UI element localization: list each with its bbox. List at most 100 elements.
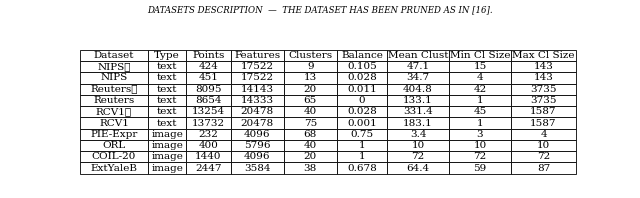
Text: 0.75: 0.75 bbox=[350, 130, 374, 139]
Bar bbox=[148, 72, 186, 84]
Bar bbox=[230, 106, 284, 117]
Text: 0.001: 0.001 bbox=[347, 119, 377, 128]
Text: 9: 9 bbox=[307, 62, 314, 71]
Bar bbox=[186, 50, 230, 61]
Bar bbox=[511, 140, 576, 151]
Text: 14143: 14143 bbox=[241, 85, 274, 94]
Bar bbox=[449, 95, 511, 106]
Bar bbox=[80, 117, 148, 129]
Bar bbox=[148, 84, 186, 95]
Text: 20478: 20478 bbox=[241, 119, 274, 128]
Text: text: text bbox=[157, 73, 177, 82]
Bar bbox=[186, 84, 230, 95]
Text: 34.7: 34.7 bbox=[406, 73, 429, 82]
Bar bbox=[80, 163, 148, 174]
Text: 20: 20 bbox=[303, 85, 317, 94]
Text: 4: 4 bbox=[477, 73, 483, 82]
Bar bbox=[186, 117, 230, 129]
Bar bbox=[284, 84, 337, 95]
Text: 451: 451 bbox=[198, 73, 218, 82]
Bar bbox=[511, 84, 576, 95]
Bar bbox=[230, 84, 284, 95]
Bar bbox=[80, 140, 148, 151]
Bar bbox=[337, 140, 387, 151]
Text: 331.4: 331.4 bbox=[403, 107, 433, 116]
Text: Clusters: Clusters bbox=[288, 51, 332, 60]
Text: 0.011: 0.011 bbox=[347, 85, 377, 94]
Bar bbox=[230, 117, 284, 129]
Bar bbox=[449, 117, 511, 129]
Text: image: image bbox=[151, 164, 183, 173]
Bar bbox=[337, 61, 387, 72]
Text: 42: 42 bbox=[474, 85, 486, 94]
Bar bbox=[449, 61, 511, 72]
Bar bbox=[337, 95, 387, 106]
Text: 183.1: 183.1 bbox=[403, 119, 433, 128]
Bar bbox=[186, 140, 230, 151]
Bar bbox=[230, 72, 284, 84]
Text: 72: 72 bbox=[474, 152, 486, 161]
Text: 15: 15 bbox=[474, 62, 486, 71]
Bar bbox=[449, 72, 511, 84]
Bar bbox=[284, 95, 337, 106]
Text: 1: 1 bbox=[477, 96, 483, 105]
Text: 1440: 1440 bbox=[195, 152, 221, 161]
Bar bbox=[337, 117, 387, 129]
Text: 14333: 14333 bbox=[241, 96, 274, 105]
Text: 10: 10 bbox=[474, 141, 486, 150]
Text: 64.4: 64.4 bbox=[406, 164, 429, 173]
Bar bbox=[186, 106, 230, 117]
Bar bbox=[186, 72, 230, 84]
Bar bbox=[80, 95, 148, 106]
Text: NIPS★: NIPS★ bbox=[97, 62, 131, 71]
Text: 20478: 20478 bbox=[241, 107, 274, 116]
Text: 38: 38 bbox=[303, 164, 317, 173]
Text: 40: 40 bbox=[303, 141, 317, 150]
Bar bbox=[186, 151, 230, 163]
Text: DATASETS DESCRIPTION  —  THE DATASET HAS BEEN PRUNED AS IN [16].: DATASETS DESCRIPTION — THE DATASET HAS B… bbox=[147, 5, 493, 14]
Text: 3735: 3735 bbox=[531, 96, 557, 105]
Text: 143: 143 bbox=[534, 73, 554, 82]
Bar bbox=[387, 50, 449, 61]
Text: text: text bbox=[157, 96, 177, 105]
Text: 3.4: 3.4 bbox=[410, 130, 426, 139]
Bar bbox=[511, 50, 576, 61]
Text: 0: 0 bbox=[358, 96, 365, 105]
Bar bbox=[449, 129, 511, 140]
Bar bbox=[284, 72, 337, 84]
Bar bbox=[186, 61, 230, 72]
Text: image: image bbox=[151, 141, 183, 150]
Bar bbox=[511, 151, 576, 163]
Bar bbox=[230, 129, 284, 140]
Bar bbox=[80, 129, 148, 140]
Bar bbox=[186, 95, 230, 106]
Text: 75: 75 bbox=[303, 119, 317, 128]
Bar bbox=[80, 50, 148, 61]
Bar bbox=[230, 163, 284, 174]
Text: Type: Type bbox=[154, 51, 180, 60]
Bar bbox=[148, 61, 186, 72]
Bar bbox=[284, 61, 337, 72]
Bar bbox=[387, 84, 449, 95]
Bar bbox=[387, 140, 449, 151]
Bar bbox=[387, 61, 449, 72]
Bar bbox=[511, 117, 576, 129]
Text: 1587: 1587 bbox=[531, 119, 557, 128]
Text: 45: 45 bbox=[474, 107, 486, 116]
Bar bbox=[148, 151, 186, 163]
Text: 404.8: 404.8 bbox=[403, 85, 433, 94]
Bar bbox=[387, 117, 449, 129]
Bar bbox=[337, 106, 387, 117]
Text: 10: 10 bbox=[537, 141, 550, 150]
Bar bbox=[230, 95, 284, 106]
Bar bbox=[387, 106, 449, 117]
Text: 3735: 3735 bbox=[531, 85, 557, 94]
Bar bbox=[148, 106, 186, 117]
Bar bbox=[449, 106, 511, 117]
Text: 8654: 8654 bbox=[195, 96, 221, 105]
Bar bbox=[387, 163, 449, 174]
Bar bbox=[80, 106, 148, 117]
Text: 4096: 4096 bbox=[244, 130, 270, 139]
Text: 2447: 2447 bbox=[195, 164, 221, 173]
Bar bbox=[230, 50, 284, 61]
